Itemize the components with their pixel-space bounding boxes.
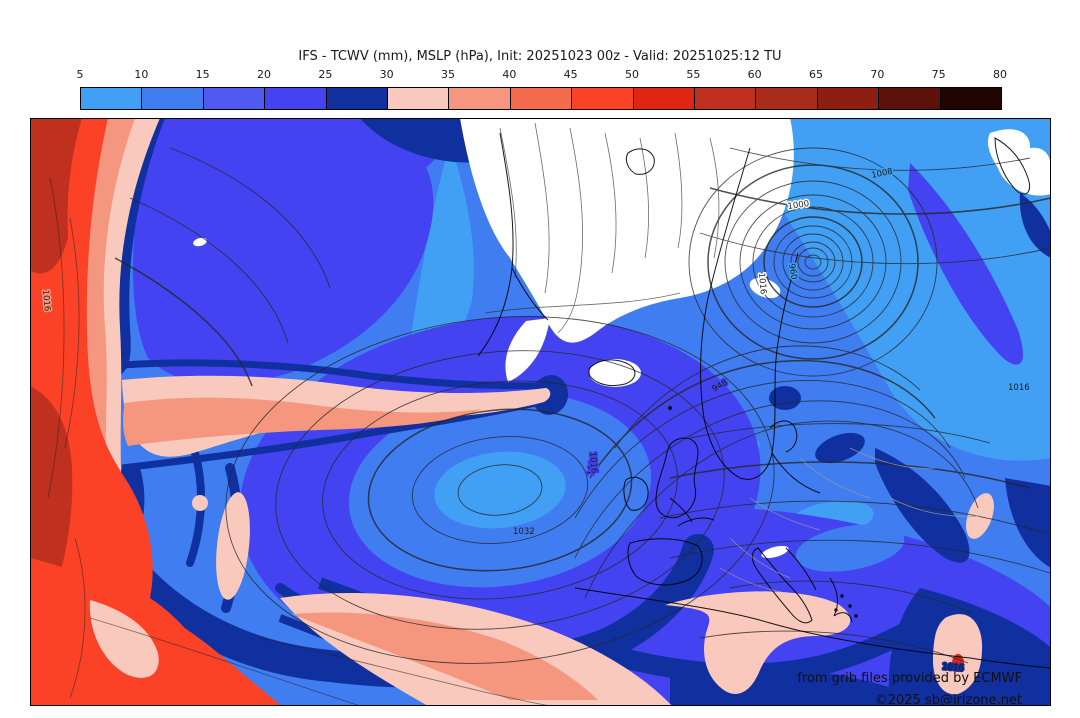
colorbar-ticks: 5 10 15 20 25 30 35 40 45 50 55 60 65 70 75 80: [76, 68, 1008, 82]
colorbar-segment-65-70: [817, 88, 880, 109]
mslp-contours-layer: [47, 122, 1051, 706]
colorbar-tick-75: 75: [931, 68, 946, 81]
colorbar-tick-5: 5: [76, 68, 84, 81]
isobar-label: 1016: [587, 451, 599, 473]
colorbar-segment-20-25: [265, 88, 327, 109]
colorbar-segment-60-65: [756, 88, 818, 109]
map-frame: [30, 118, 1051, 706]
colorbar-segment-35-40: [449, 88, 511, 109]
colorbar-segment-70-75: [879, 88, 941, 109]
figure-title: IFS - TCWV (mm), MSLP (hPa), Init: 20251…: [298, 49, 782, 64]
colorbar-segment-40-45: [510, 88, 573, 109]
colorbar: [80, 87, 1002, 110]
colorbar-tick-65: 65: [809, 68, 823, 81]
colorbar-segment-5-10: [81, 88, 143, 109]
attribution-line1: from grib files provided by ECMWF: [797, 671, 1022, 686]
colorbar-segment-15-20: [203, 88, 266, 109]
isobar-label: 1016: [40, 289, 52, 311]
colorbar-tick-40: 40: [502, 68, 517, 81]
colorbar-tick-70: 70: [870, 68, 885, 81]
isobar-label: 1016: [1008, 383, 1030, 393]
colorbar-tick-15: 15: [195, 68, 210, 81]
colorbar-segment-30-35: [388, 88, 450, 109]
country-borders-layer: [719, 447, 981, 593]
colorbar-tick-30: 30: [379, 68, 394, 81]
colorbar-tick-60: 60: [747, 68, 762, 81]
attribution-line2: ©2025 sb@irizone.net: [875, 693, 1022, 706]
coastlines-layer: [477, 132, 1051, 669]
colorbar-segment-25-30: [326, 88, 389, 109]
map-canvas: 1032 1024 1016 1000 960 1016 1016 1016 1…: [30, 118, 1051, 706]
colorbar-segment-75-80: [940, 88, 1002, 109]
moisture-band-layer: [30, 118, 994, 706]
attribution: from grib files provided by ECMWF ©2025 …: [797, 671, 1022, 706]
colorbar-tick-50: 50: [625, 68, 639, 81]
isobar-label: 1000: [787, 199, 810, 212]
colorbar-tick-45: 45: [563, 68, 578, 81]
colorbar-tick-35: 35: [441, 68, 455, 81]
colorbar-tick-55: 55: [686, 68, 701, 81]
isobar-label: 1016: [756, 272, 768, 294]
colorbar-tick-80: 80: [993, 68, 1007, 81]
colorbar-tick-10: 10: [134, 68, 149, 81]
tcwv-mslp-map: 1032 1024 1016 1000 960 1016 1016 1016 1…: [30, 118, 1051, 706]
colorbar-segment-10-15: [142, 88, 204, 109]
isobar-label: 1032: [513, 527, 535, 537]
colorbar-tick-25: 25: [318, 68, 333, 81]
isobar-label: 1016: [942, 662, 964, 674]
colorbar-segment-50-55: [633, 88, 696, 109]
colorbar-segment-55-60: [695, 88, 757, 109]
colorbar-segment-45-50: [572, 88, 634, 109]
colorbar-tick-20: 20: [257, 68, 271, 81]
isobar-label: 960: [786, 263, 799, 281]
isobar-labels: 1032 1024 1016 1000 960 1016 1016 1016 1…: [39, 165, 1032, 675]
